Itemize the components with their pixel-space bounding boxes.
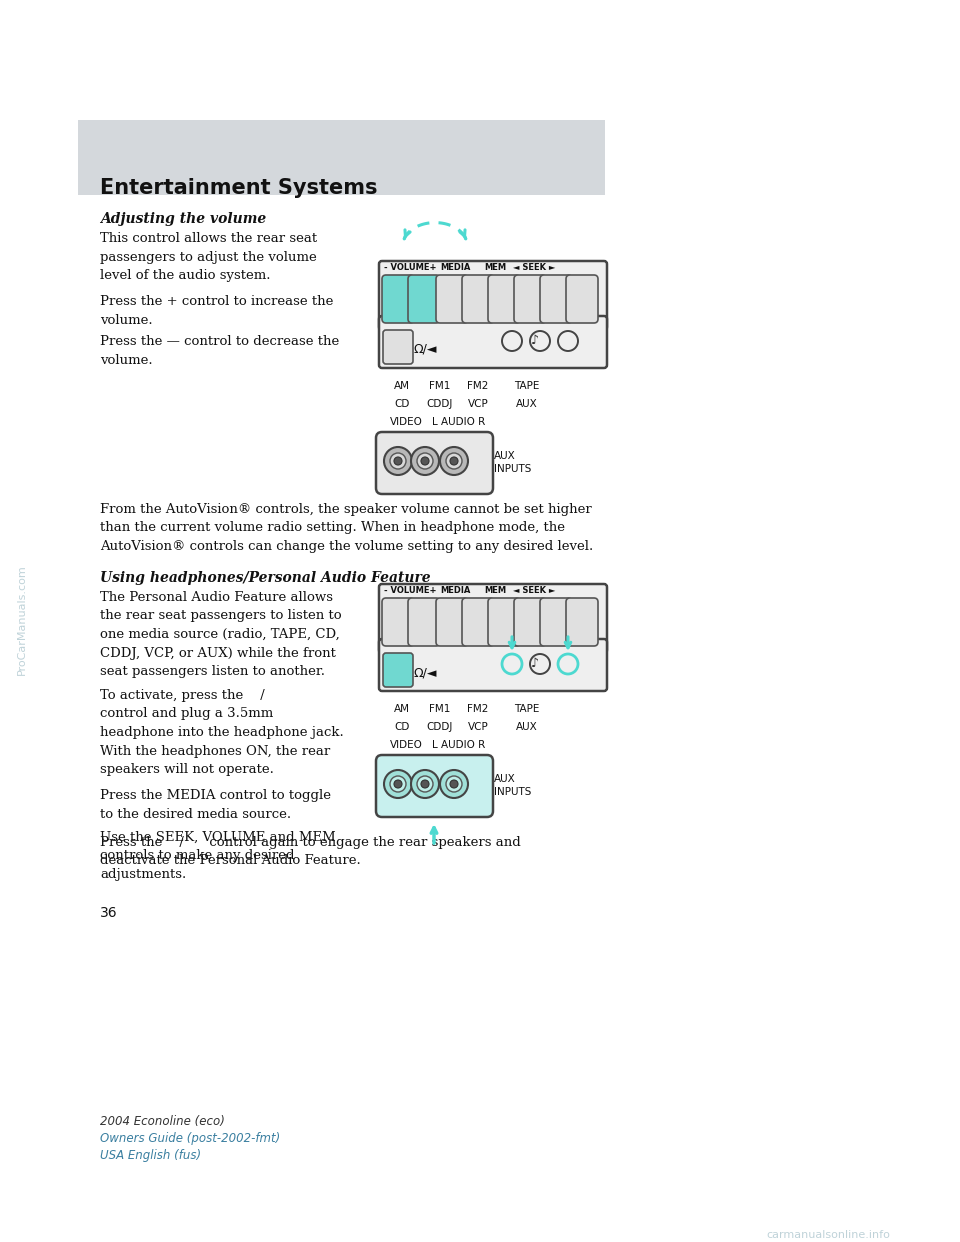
FancyBboxPatch shape [488,274,520,323]
Text: CD: CD [395,722,410,732]
Text: Press the MEDIA control to toggle
to the desired media source.: Press the MEDIA control to toggle to the… [100,789,331,821]
Text: L AUDIO R: L AUDIO R [432,417,485,427]
Text: AUX
INPUTS: AUX INPUTS [494,774,532,797]
Text: FM1: FM1 [429,704,450,714]
FancyBboxPatch shape [514,597,546,646]
Text: FM2: FM2 [468,381,489,391]
Text: CDDJ: CDDJ [427,399,453,409]
Text: VCP: VCP [468,722,489,732]
Text: Press the    /      control again to engage the rear speakers and
deactivate the: Press the / control again to engage the … [100,836,520,867]
FancyBboxPatch shape [436,274,468,323]
FancyBboxPatch shape [566,597,598,646]
FancyBboxPatch shape [408,597,440,646]
Text: AM: AM [394,381,410,391]
Text: - VOLUME+: - VOLUME+ [384,263,437,272]
Text: Use the SEEK, VOLUME and MEM
controls to make any desired
adjustments.: Use the SEEK, VOLUME and MEM controls to… [100,831,336,881]
FancyBboxPatch shape [383,330,413,364]
Text: MEM: MEM [484,586,506,595]
Circle shape [417,776,433,792]
Circle shape [411,770,439,799]
Text: TAPE: TAPE [515,704,540,714]
Circle shape [440,770,468,799]
Text: TAPE: TAPE [515,381,540,391]
Text: MEDIA: MEDIA [440,263,470,272]
FancyBboxPatch shape [376,755,493,817]
Circle shape [390,776,406,792]
Text: USA English (fus): USA English (fus) [100,1149,202,1163]
FancyBboxPatch shape [540,274,572,323]
Circle shape [450,457,458,465]
Circle shape [446,453,462,469]
Text: This control allows the rear seat
passengers to adjust the volume
level of the a: This control allows the rear seat passen… [100,232,317,282]
Text: CD: CD [395,399,410,409]
Text: 36: 36 [100,905,118,920]
FancyBboxPatch shape [379,638,607,691]
Text: Press the — control to decrease the
volume.: Press the — control to decrease the volu… [100,335,339,366]
Text: Adjusting the volume: Adjusting the volume [100,212,266,226]
Text: To activate, press the    /
control and plug a 3.5mm
headphone into the headphon: To activate, press the / control and plu… [100,689,344,776]
Text: VCP: VCP [468,399,489,409]
Text: ◄ SEEK ►: ◄ SEEK ► [513,586,556,595]
Text: Ω/◄: Ω/◄ [414,666,438,679]
FancyBboxPatch shape [379,261,607,330]
Circle shape [450,780,458,787]
Text: ProCarManuals.com: ProCarManuals.com [17,565,27,676]
Text: AUX: AUX [516,399,538,409]
FancyBboxPatch shape [376,432,493,494]
Circle shape [440,447,468,474]
Text: AUX
INPUTS: AUX INPUTS [494,451,532,474]
Text: FM2: FM2 [468,704,489,714]
Circle shape [384,770,412,799]
Text: Press the + control to increase the
volume.: Press the + control to increase the volu… [100,296,333,327]
Text: Using headphones/Personal Audio Feature: Using headphones/Personal Audio Feature [100,571,431,585]
Circle shape [411,447,439,474]
FancyBboxPatch shape [488,597,520,646]
Circle shape [421,457,429,465]
Text: The Personal Audio Feature allows
the rear seat passengers to listen to
one medi: The Personal Audio Feature allows the re… [100,591,342,678]
Circle shape [394,780,402,787]
FancyBboxPatch shape [382,597,414,646]
Text: Ω/◄: Ω/◄ [414,343,438,356]
Circle shape [384,447,412,474]
FancyBboxPatch shape [436,597,468,646]
FancyBboxPatch shape [382,274,414,323]
Circle shape [421,780,429,787]
FancyBboxPatch shape [383,653,413,687]
FancyBboxPatch shape [408,274,440,323]
Text: FM1: FM1 [429,381,450,391]
Circle shape [394,457,402,465]
Text: From the AutoVision® controls, the speaker volume cannot be set higher
than the : From the AutoVision® controls, the speak… [100,503,593,553]
Text: ♪: ♪ [531,657,539,669]
Text: VIDEO: VIDEO [390,417,422,427]
Text: L AUDIO R: L AUDIO R [432,740,485,750]
Text: Entertainment Systems: Entertainment Systems [100,178,377,197]
Text: AUX: AUX [516,722,538,732]
Text: 2004 Econoline (eco): 2004 Econoline (eco) [100,1115,225,1128]
Circle shape [390,453,406,469]
FancyBboxPatch shape [462,597,494,646]
Text: MEM: MEM [484,263,506,272]
FancyBboxPatch shape [379,584,607,653]
Text: ♪: ♪ [531,334,539,347]
FancyBboxPatch shape [379,315,607,368]
Text: CDDJ: CDDJ [427,722,453,732]
Text: - VOLUME+: - VOLUME+ [384,586,437,595]
Circle shape [417,453,433,469]
FancyBboxPatch shape [540,597,572,646]
FancyBboxPatch shape [514,274,546,323]
Text: AM: AM [394,704,410,714]
Text: VIDEO: VIDEO [390,740,422,750]
Text: Owners Guide (post-2002-fmt): Owners Guide (post-2002-fmt) [100,1131,280,1145]
Circle shape [446,776,462,792]
FancyBboxPatch shape [78,120,605,195]
FancyBboxPatch shape [462,274,494,323]
Text: carmanualsonline.info: carmanualsonline.info [766,1230,890,1240]
Text: ◄ SEEK ►: ◄ SEEK ► [513,263,556,272]
FancyBboxPatch shape [566,274,598,323]
Text: MEDIA: MEDIA [440,586,470,595]
